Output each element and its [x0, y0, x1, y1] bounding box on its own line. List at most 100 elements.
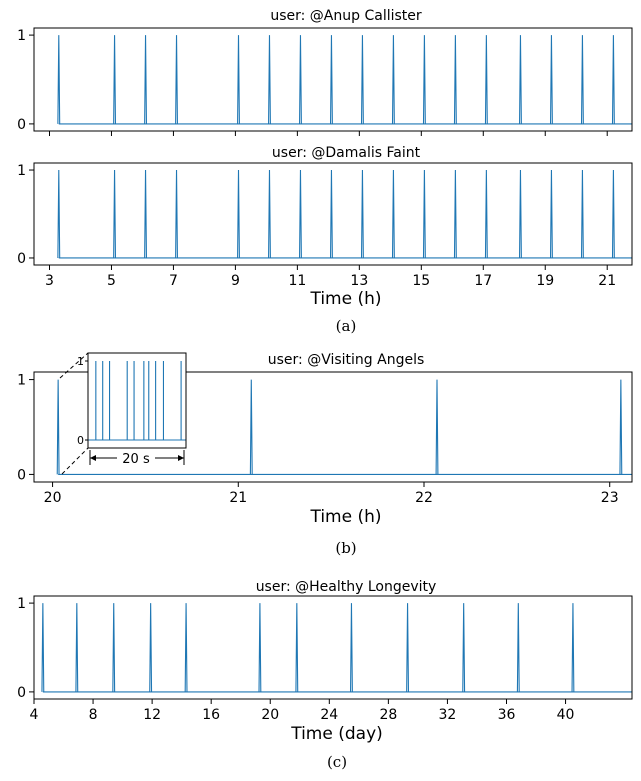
inset-y-tick-label: 0	[77, 434, 84, 447]
x-axis-label: Time (day)	[290, 724, 383, 744]
chart-title: user: @Visiting Angels	[268, 352, 425, 368]
x-tick-label: 12	[143, 707, 161, 723]
spike	[580, 170, 584, 258]
x-tick-label: 28	[379, 707, 397, 723]
chart-title: user: @Healthy Longevity	[256, 579, 437, 595]
x-tick-label: 15	[412, 273, 430, 289]
spike	[516, 603, 520, 692]
spike	[360, 35, 364, 124]
x-axis-label: Time (h)	[309, 507, 381, 527]
spike	[611, 35, 615, 124]
inset: 01 20 s	[59, 352, 187, 475]
y-tick-label: 0	[17, 685, 26, 701]
x-tick-label: 19	[536, 273, 554, 289]
y-tick-label: 1	[17, 596, 26, 612]
x-tick-label: 4	[30, 707, 39, 723]
x-axis-label: Time (h)	[309, 289, 381, 309]
x-tick-label: 7	[169, 273, 178, 289]
chart-title: user: @Damalis Faint	[272, 145, 421, 161]
y-tick-label: 1	[17, 373, 26, 389]
spike	[237, 170, 240, 258]
x-tick-label: 13	[350, 273, 368, 289]
x-tick-label: 11	[288, 273, 306, 289]
spike	[237, 35, 240, 124]
x-tick-label: 20	[44, 490, 62, 506]
spike	[113, 35, 117, 124]
spike	[519, 35, 522, 124]
inset-span-label: 20 s	[122, 452, 150, 467]
spike	[299, 170, 302, 258]
spike	[422, 35, 426, 124]
x-tick-label: 40	[557, 707, 575, 723]
y-tick-label: 0	[17, 117, 26, 133]
figure-caption: (c)	[327, 753, 347, 771]
spike	[268, 170, 271, 258]
inset-frame	[87, 352, 187, 449]
spike	[57, 35, 61, 124]
spike	[330, 170, 333, 258]
x-tick-label: 21	[229, 490, 247, 506]
inset-y-tick-label: 1	[77, 355, 84, 368]
axes-frame	[33, 162, 633, 266]
x-tick-label: 17	[474, 273, 492, 289]
plot-area: 0 1 20 21 22 23	[17, 373, 632, 506]
spike	[360, 170, 364, 258]
spike	[571, 603, 575, 692]
spike	[144, 35, 147, 124]
spike	[175, 170, 178, 258]
spike	[391, 35, 395, 124]
plot-area: 0 1 4 8 12 16 20 24 28 32 36 40	[17, 596, 632, 723]
spike	[619, 379, 623, 475]
spike	[113, 170, 117, 258]
panel-damalis-faint: user: @Damalis Faint 013 5 7 9 11 13 15 17 19 21 …	[17, 145, 633, 335]
spike	[462, 603, 466, 692]
spike	[258, 603, 262, 692]
x-tick-label: 32	[439, 707, 457, 723]
x-tick-label: 3	[45, 273, 54, 289]
y-tick-label: 1	[17, 28, 26, 44]
spike	[268, 35, 271, 124]
y-tick-label: 0	[17, 467, 26, 483]
inset-background	[88, 353, 186, 448]
inset-connector-top	[59, 352, 89, 379]
inset-plot-area: 01	[77, 355, 186, 447]
x-tick-label: 8	[89, 707, 98, 723]
axes-frame	[33, 27, 633, 132]
x-tick-label: 5	[107, 273, 116, 289]
figure-caption: (a)	[336, 317, 357, 335]
spike	[611, 170, 615, 258]
spike	[406, 603, 410, 692]
x-tick-label: 36	[498, 707, 516, 723]
x-tick-label: 24	[320, 707, 338, 723]
spike	[184, 603, 188, 692]
spike	[549, 35, 553, 124]
spike	[56, 379, 60, 475]
spike	[144, 170, 147, 258]
spike	[57, 170, 61, 258]
spike	[484, 35, 488, 124]
spike	[299, 35, 302, 124]
spike	[519, 170, 522, 258]
spike	[435, 379, 439, 475]
spike	[249, 379, 253, 475]
spike	[175, 35, 178, 124]
x-tick-label: 22	[415, 490, 433, 506]
spike	[75, 603, 79, 692]
spike	[330, 35, 333, 124]
x-tick-label: 21	[598, 273, 616, 289]
x-tick-label: 9	[231, 273, 240, 289]
plot-area: 013 5 7 9 11 13 15 17 19 21	[17, 163, 632, 289]
spike	[580, 35, 584, 124]
spike	[350, 603, 353, 692]
x-tick-label: 16	[202, 707, 220, 723]
spike	[549, 170, 553, 258]
y-tick-label: 0	[17, 251, 26, 267]
spike	[453, 35, 457, 124]
spike	[484, 170, 488, 258]
spike	[453, 170, 457, 258]
spike	[112, 603, 116, 692]
panel-healthy-longevity: user: @Healthy Longevity 0 1 4 8 12 16 20 24 28 3…	[17, 579, 633, 771]
spike	[149, 603, 153, 692]
